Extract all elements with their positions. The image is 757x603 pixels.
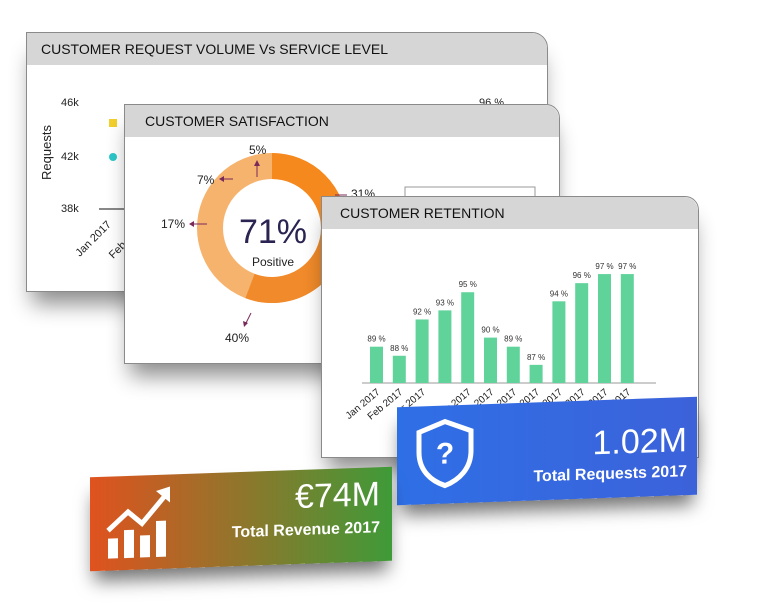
axis-line — [99, 208, 129, 210]
series-marker-teal — [109, 153, 117, 161]
request-volume-title: CUSTOMER REQUEST VOLUME Vs SERVICE LEVEL — [27, 33, 547, 65]
retention-bar — [370, 346, 383, 383]
retention-bar — [438, 310, 452, 383]
growth-chart-icon — [106, 486, 170, 559]
retention-title: CUSTOMER RETENTION — [322, 197, 698, 229]
retention-bar — [529, 364, 543, 383]
retention-value-label: 97 % — [595, 262, 613, 271]
svg-text:?: ? — [436, 437, 454, 471]
callout-arrowhead-40 — [243, 321, 248, 327]
retention-bar — [415, 319, 429, 383]
total-revenue-label: Total Revenue 2017 — [231, 519, 380, 542]
y-axis-label: Requests — [38, 125, 54, 180]
retention-value-label: 88 % — [390, 344, 408, 353]
total-requests-label: Total Requests 2017 — [533, 463, 687, 486]
callout-arrowhead-5 — [254, 160, 260, 166]
y-tick-42k: 42k — [61, 151, 79, 163]
retention-bar — [392, 355, 406, 383]
center-label: Positive — [251, 255, 295, 269]
retention-bar — [552, 301, 566, 383]
total-requests-tile: ? 1.02M Total Requests 2017 — [397, 396, 697, 506]
retention-bar — [484, 337, 497, 383]
callout-5: 5% — [249, 143, 267, 157]
retention-value-label: 90 % — [481, 326, 499, 335]
callout-7: 7% — [197, 173, 215, 187]
retention-bar — [598, 274, 611, 383]
retention-value-label: 89 % — [367, 335, 385, 344]
callout-arrowhead-17 — [189, 221, 194, 227]
retention-value-label: 87 % — [527, 353, 545, 362]
retention-value-label: 93 % — [436, 298, 454, 307]
total-revenue-tile: €74M Total Revenue 2017 — [90, 466, 392, 572]
retention-value-label: 94 % — [550, 289, 568, 298]
total-revenue-value: €74M — [294, 475, 380, 517]
retention-value-label: 97 % — [618, 262, 636, 271]
retention-bar — [506, 346, 520, 383]
donut-center — [224, 180, 320, 276]
total-requests-value: 1.02M — [592, 421, 688, 463]
satisfaction-title: CUSTOMER SATISFACTION — [125, 105, 559, 137]
callout-40: 40% — [225, 331, 250, 345]
y-tick-38k: 38k — [61, 203, 79, 215]
retention-value-label: 96 % — [573, 271, 591, 280]
series-marker-yellow — [109, 119, 117, 127]
shield-question-icon: ? — [416, 418, 474, 489]
callout-arrowhead-7 — [219, 176, 224, 182]
retention-value-label: 95 % — [459, 280, 477, 289]
center-value: 71% — [238, 213, 308, 251]
retention-value-label: 92 % — [413, 307, 431, 316]
retention-value-label: 89 % — [504, 335, 522, 344]
retention-bar — [620, 274, 634, 383]
retention-bar — [461, 292, 475, 383]
callout-17: 17% — [161, 217, 186, 231]
retention-bar — [575, 283, 589, 383]
y-tick-46k: 46k — [61, 97, 79, 109]
